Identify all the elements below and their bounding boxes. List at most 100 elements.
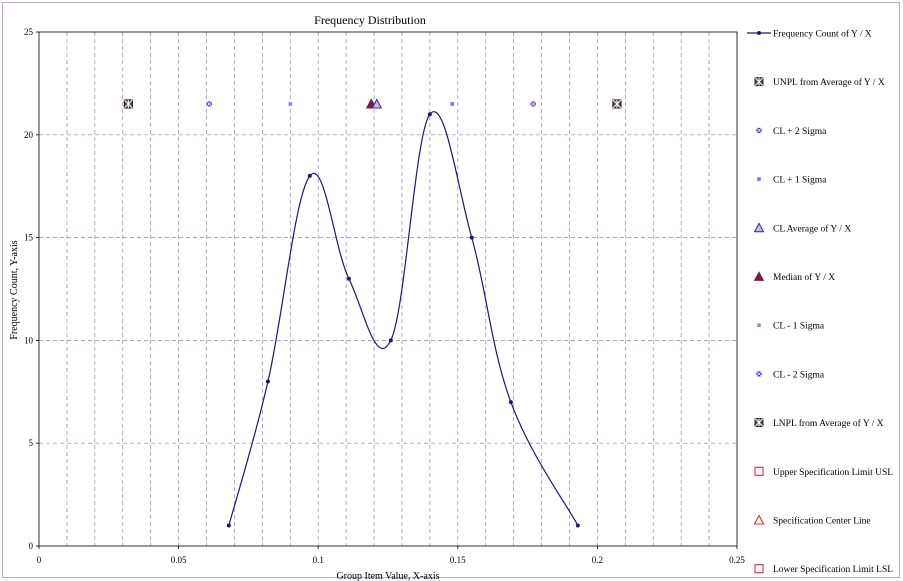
legend-label: UNPL from Average of Y / X xyxy=(773,77,885,88)
legend-entry: CL - 2 Sigma xyxy=(756,370,825,380)
legend-entry: CL + 2 Sigma xyxy=(756,127,827,137)
data-point xyxy=(288,102,293,106)
data-point xyxy=(388,338,393,343)
legend-label: Upper Specification Limit USL xyxy=(773,467,893,478)
series-frequency-count-of-y-x xyxy=(226,111,580,528)
data-point xyxy=(469,235,474,240)
legend-entry: Lower Specification Limit LSL xyxy=(754,564,893,575)
x-tick-label: 0.2 xyxy=(592,555,603,565)
series-cl-2-sigma xyxy=(206,101,213,107)
marker-triangle xyxy=(753,222,765,233)
legend-label: Lower Specification Limit LSL xyxy=(773,564,893,575)
data-point xyxy=(371,98,383,109)
series-cl-1-sigma xyxy=(288,102,293,106)
legend-marker xyxy=(756,371,762,377)
marker-dot xyxy=(288,102,293,106)
marker-cross xyxy=(612,99,622,109)
data-point xyxy=(612,99,622,109)
chart-title: Frequency Distribution xyxy=(314,13,426,27)
marker-dot xyxy=(226,523,231,528)
series-unpl-from-average-of-y-x xyxy=(612,99,622,109)
x-tick-label: 0.15 xyxy=(450,555,466,565)
marker-dot xyxy=(307,173,312,178)
x-tick-label: 0.05 xyxy=(171,555,187,565)
marker-cross xyxy=(756,371,762,377)
marker-dot xyxy=(469,235,474,240)
x-tick-label: 0.25 xyxy=(729,555,745,565)
legend-entry: Median of Y / X xyxy=(753,271,835,283)
marker-dot xyxy=(427,112,432,117)
legend-entry: Frequency Count of Y / X xyxy=(747,29,872,40)
legend-entry: LNPL from Average of Y / X xyxy=(754,418,884,429)
y-tick-label: 10 xyxy=(24,335,34,345)
legend-label: CL - 1 Sigma xyxy=(773,322,825,332)
legend-marker xyxy=(754,564,764,574)
marker-dot xyxy=(388,338,393,343)
data-point xyxy=(427,112,432,117)
marker-cross xyxy=(206,101,213,107)
marker-cross xyxy=(530,101,536,107)
legend-marker xyxy=(757,177,761,181)
legend-label: Frequency Count of Y / X xyxy=(773,29,872,40)
data-point xyxy=(226,523,231,528)
series-cl-2-sigma xyxy=(530,101,536,107)
series-layer xyxy=(123,98,622,528)
marker-triangle xyxy=(753,514,765,525)
data-point xyxy=(123,99,133,109)
x-axis-label: Group Item Value, X-axis xyxy=(336,571,439,581)
legend-marker xyxy=(754,418,764,428)
legend-marker xyxy=(754,466,764,476)
legend-label: CL - 2 Sigma xyxy=(773,370,825,380)
legend-label: CL + 2 Sigma xyxy=(773,127,827,137)
series-line xyxy=(228,111,579,526)
marker-cross xyxy=(123,99,133,109)
data-point xyxy=(346,276,351,281)
legend-entry: CL - 1 Sigma xyxy=(757,322,825,332)
y-tick-label: 25 xyxy=(24,27,34,37)
legend-entry: CL Average of Y / X xyxy=(753,222,851,234)
marker-dot xyxy=(757,31,761,35)
legend: Frequency Count of Y / X UNPL from Averag… xyxy=(747,29,893,575)
marker-dot xyxy=(265,379,270,384)
data-point xyxy=(450,102,455,106)
marker-triangle xyxy=(371,98,383,109)
y-tick-label: 15 xyxy=(24,233,34,243)
marker-cross xyxy=(756,127,762,134)
legend-marker xyxy=(754,77,764,87)
y-tick-label: 5 xyxy=(29,438,34,448)
data-point xyxy=(206,101,213,107)
legend-entry: Upper Specification Limit USL xyxy=(754,466,893,478)
marker-cross xyxy=(754,77,764,87)
marker-dot xyxy=(575,523,580,528)
legend-marker xyxy=(753,271,765,281)
marker-triangle xyxy=(753,271,765,281)
marker-dot xyxy=(450,102,455,106)
legend-entry: Specification Center Line xyxy=(753,514,871,527)
legend-label: CL + 1 Sigma xyxy=(773,176,827,186)
plot-area xyxy=(38,31,738,547)
legend-marker xyxy=(756,127,762,134)
series-cl-average-of-y-x xyxy=(371,98,383,109)
axis-ticks: 0 0.05 0.1 0.15 0.2 0.25 0 5 10 15 20 25 xyxy=(24,27,745,565)
data-point xyxy=(530,101,536,107)
x-tick-label: 0.1 xyxy=(313,555,324,565)
data-point xyxy=(265,379,270,384)
legend-marker xyxy=(757,323,761,327)
marker-dot xyxy=(757,323,761,327)
data-point xyxy=(307,173,312,178)
series-cl-1-sigma xyxy=(450,102,455,106)
grid-lines xyxy=(39,32,737,546)
marker-dot xyxy=(508,400,513,405)
marker-square xyxy=(754,466,764,476)
legend-marker xyxy=(753,514,765,525)
legend-marker xyxy=(757,31,761,35)
legend-marker xyxy=(753,222,765,233)
y-tick-label: 0 xyxy=(29,541,34,551)
legend-entry: CL + 1 Sigma xyxy=(757,176,827,186)
legend-label: Specification Center Line xyxy=(773,516,871,527)
y-tick-label: 20 xyxy=(24,130,34,140)
legend-entry: UNPL from Average of Y / X xyxy=(754,77,885,88)
data-point xyxy=(508,400,513,405)
marker-square xyxy=(754,564,764,574)
